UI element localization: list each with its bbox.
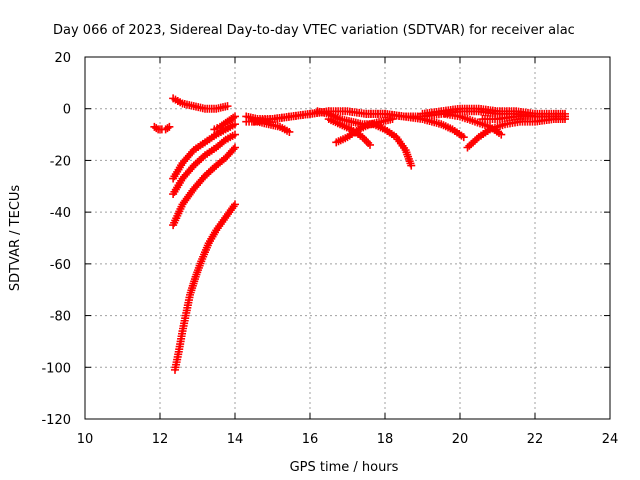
x-tick-label: 12 xyxy=(152,432,169,447)
series-arc-14 xyxy=(362,109,468,142)
series-arc-5 xyxy=(169,143,239,230)
y-tick-label: -100 xyxy=(41,361,71,376)
axis-ticks xyxy=(84,56,611,420)
series-arc-18 xyxy=(478,112,569,124)
plot-frame xyxy=(84,56,611,420)
x-tick-label: 14 xyxy=(227,432,244,447)
series-trace xyxy=(174,203,236,371)
y-tick-label: -80 xyxy=(50,310,71,325)
y-tick-labels: -120 -100 -80 -60 -40 -20 0 20 xyxy=(41,51,71,428)
plus-markers xyxy=(332,115,397,147)
y-tick-label: 20 xyxy=(54,51,71,66)
series-arc-12 xyxy=(324,115,374,149)
y-tick-label: -20 xyxy=(50,154,71,169)
plus-markers xyxy=(478,112,569,124)
series-arc-7 xyxy=(210,112,239,134)
plus-markers xyxy=(150,122,174,134)
x-tick-label: 22 xyxy=(527,432,544,447)
x-tick-label: 16 xyxy=(302,432,319,447)
y-tick-label: -120 xyxy=(41,413,71,428)
y-tick-label: -60 xyxy=(50,258,71,273)
x-tick-label: 20 xyxy=(452,432,469,447)
y-axis-label: SDTVAR / TECUs xyxy=(8,185,23,292)
plus-markers xyxy=(210,112,239,134)
series-arc-1 xyxy=(150,122,174,134)
x-tick-label: 24 xyxy=(602,432,619,447)
series-arc-6 xyxy=(171,200,239,374)
y-tick-label: 0 xyxy=(63,103,71,118)
x-tick-labels: 10 12 14 16 18 20 22 24 xyxy=(77,432,619,447)
series-arc-4 xyxy=(169,130,239,199)
y-tick-label: -40 xyxy=(50,206,71,221)
series-arc-3 xyxy=(169,120,239,183)
chart-title: Day 066 of 2023, Sidereal Day-to-day VTE… xyxy=(53,23,575,38)
plus-markers xyxy=(169,143,239,230)
x-axis-label: GPS time / hours xyxy=(290,460,399,475)
series-arc-13 xyxy=(332,115,397,147)
plus-markers xyxy=(169,94,232,113)
x-tick-label: 10 xyxy=(77,432,94,447)
data-series xyxy=(150,94,569,374)
series-arc-2 xyxy=(169,94,232,113)
plus-markers xyxy=(169,130,239,199)
plus-markers xyxy=(171,200,239,374)
plus-markers xyxy=(169,120,239,183)
plus-markers xyxy=(362,109,468,142)
x-tick-label: 18 xyxy=(377,432,394,447)
